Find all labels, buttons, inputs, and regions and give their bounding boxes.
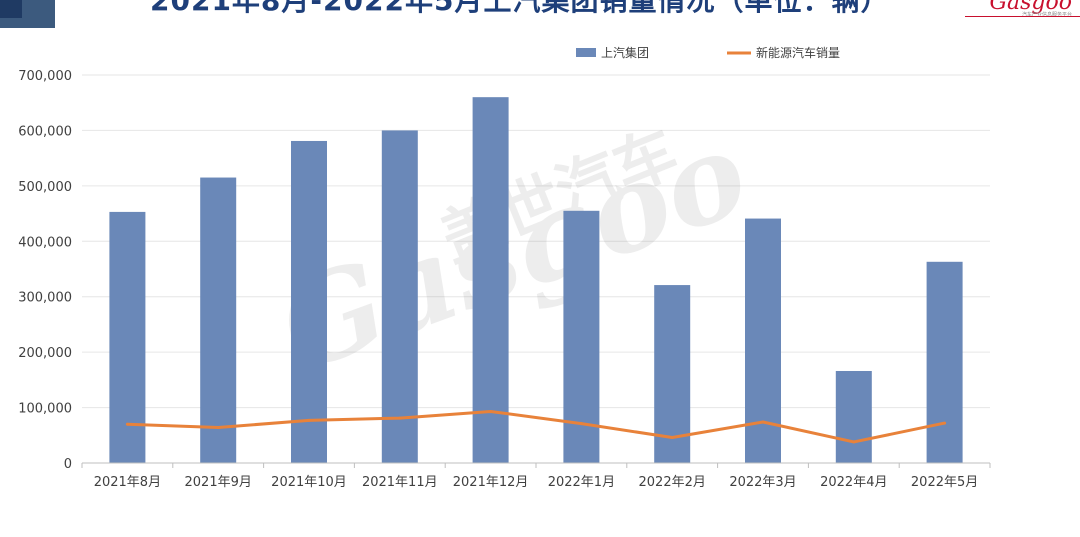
y-tick-label: 600,000 <box>18 124 72 139</box>
gasgoo-logo: Gasgoo 汽车产业信息服务平台 <box>962 0 1072 18</box>
x-tick-label: 2021年11月 <box>362 475 438 490</box>
page-title: 2021年8月-2022年5月上汽集团销量情况（单位：辆） <box>150 0 910 16</box>
logo-text: Gasgoo <box>989 0 1072 15</box>
legend: 上汽集团 新能源汽车销量 <box>576 45 840 60</box>
y-tick-label: 500,000 <box>18 180 72 195</box>
line-point <box>489 409 493 413</box>
x-tick-label: 2022年2月 <box>639 475 706 490</box>
series-line <box>127 409 945 444</box>
bar <box>200 177 237 464</box>
y-tick-label: 300,000 <box>18 291 72 306</box>
line-point <box>125 422 129 426</box>
x-tick-label: 2021年12月 <box>453 475 529 490</box>
line-point <box>761 420 765 424</box>
bar <box>109 211 146 463</box>
line-point <box>943 421 947 425</box>
legend-label-line: 新能源汽车销量 <box>756 45 840 60</box>
x-tick-label: 2022年1月 <box>548 475 615 490</box>
bar <box>745 218 781 463</box>
x-tick-label: 2021年9月 <box>185 475 252 490</box>
line-point <box>852 440 856 444</box>
corner-decoration <box>0 0 55 28</box>
logo-subtitle: 汽车产业信息服务平台 <box>1021 12 1072 18</box>
y-tick-label: 400,000 <box>18 235 72 250</box>
header-bar: 2021年8月-2022年5月上汽集团销量情况（单位：辆） Gasgoo 汽车产… <box>0 0 1080 30</box>
x-tick-label: 2022年5月 <box>911 475 978 490</box>
line-point <box>307 418 311 422</box>
line-series <box>125 409 947 444</box>
x-tick-label: 2021年8月 <box>94 475 161 490</box>
y-axis-ticks: 0 100,000 200,000 300,000 400,000 500,000 600,… <box>18 69 72 472</box>
line-point <box>398 416 402 420</box>
bar <box>654 285 691 463</box>
legend-label-bar: 上汽集团 <box>601 45 649 60</box>
y-tick-label: 700,000 <box>18 69 72 84</box>
bar <box>835 370 872 463</box>
legend-swatch-bar <box>576 48 596 57</box>
x-tick-label: 2022年4月 <box>820 475 887 490</box>
y-tick-label: 100,000 <box>18 402 72 417</box>
x-tick-label: 2021年10月 <box>271 475 347 490</box>
line-point <box>216 426 220 430</box>
y-tick-label: 0 <box>64 457 72 472</box>
bar <box>472 97 509 464</box>
x-tick-label: 2022年3月 <box>729 475 796 490</box>
bar <box>926 261 963 463</box>
line-point <box>579 422 583 426</box>
y-tick-label: 200,000 <box>18 346 72 361</box>
bar <box>291 140 327 463</box>
header-rule <box>965 16 1080 17</box>
x-axis <box>81 462 991 468</box>
x-axis-ticks: 2021年8月 2021年9月 2021年10月 2021年11月 2021年12月 20… <box>94 475 979 490</box>
bar-series <box>109 97 963 464</box>
bar <box>381 130 418 463</box>
line-point <box>670 436 674 440</box>
